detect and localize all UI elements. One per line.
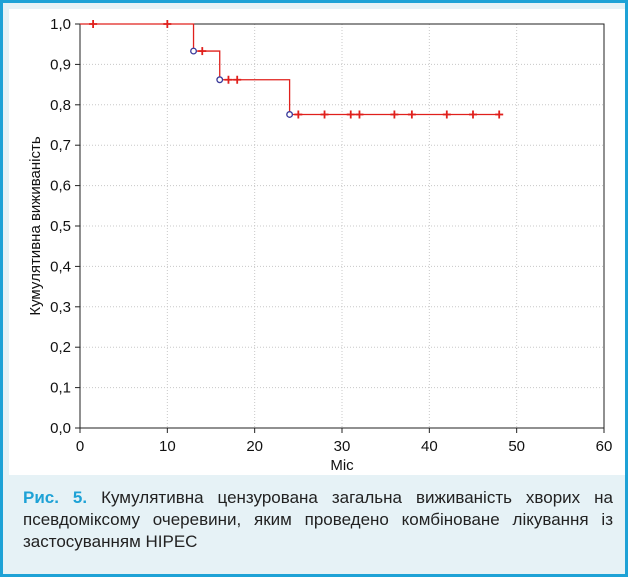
x-tick-label: 10 — [159, 438, 176, 455]
event-marker — [190, 47, 197, 55]
censored-marker — [224, 75, 233, 84]
censored-marker — [294, 110, 303, 119]
censored-marker — [469, 110, 477, 119]
censored-marker — [346, 110, 355, 119]
y-tick-label: 0,8 — [50, 97, 71, 114]
event-marker — [216, 76, 224, 84]
y-axis-title: Кумулятивна виживаність — [27, 136, 44, 315]
x-axis-title: Міс — [330, 457, 354, 474]
censored-marker — [495, 110, 504, 119]
x-tick-label: 20 — [246, 438, 263, 455]
y-tick-label: 0,9 — [50, 56, 71, 73]
censored-marker — [233, 75, 242, 84]
censored-marker — [407, 110, 416, 119]
y-tick-label: 0,5 — [50, 218, 71, 235]
censored-marker — [320, 110, 329, 119]
y-tick-label: 0,2 — [50, 339, 71, 356]
y-tick-label: 0,1 — [50, 380, 71, 397]
censored-marker — [442, 110, 451, 119]
y-tick-label: 1,0 — [50, 16, 71, 33]
y-tick-label: 0,6 — [50, 178, 71, 195]
chart-area: 0 10 20 30 40 50 60 0,0 0,1 0,2 0,3 0,4 0,5 0,6 0,7 0,8… — [9, 9, 625, 475]
y-tick-label: 0,0 — [50, 420, 71, 437]
survival-curve — [80, 23, 500, 116]
y-tick-label: 0,7 — [50, 137, 71, 154]
x-tick-label: 50 — [508, 438, 525, 455]
x-tick-label: 60 — [596, 438, 613, 455]
censored-marker — [390, 110, 399, 119]
y-tick-label: 0,3 — [50, 299, 71, 316]
figure-caption-text: Кумулятивна цензурована загальна виживан… — [23, 488, 613, 551]
survival-chart: 0 10 20 30 40 50 60 0,0 0,1 0,2 0,3 0,4 0,5 0,6 0,7 0,8… — [27, 16, 613, 474]
figure-caption: Рис. 5. Кумулятивна цензурована загальна… — [23, 487, 613, 553]
censored-marker — [355, 110, 364, 119]
censored-marker — [198, 47, 207, 56]
y-tick-label: 0,4 — [50, 258, 71, 275]
event-marker — [286, 111, 294, 118]
x-tick-label: 0 — [76, 438, 84, 455]
x-tick-label: 30 — [334, 438, 351, 455]
censored-marker — [89, 20, 98, 28]
figure-label: Рис. 5. — [23, 488, 88, 507]
x-tick-label: 40 — [421, 438, 438, 455]
censored-marker — [163, 20, 172, 28]
